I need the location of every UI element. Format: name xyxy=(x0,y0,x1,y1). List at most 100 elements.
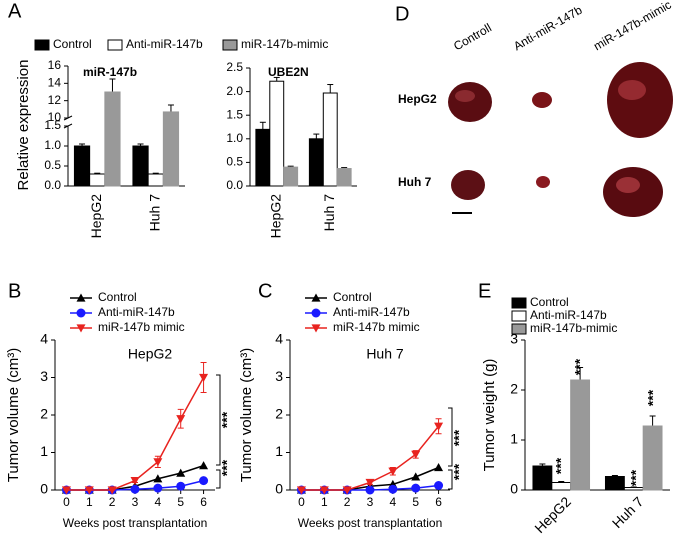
tumor xyxy=(536,176,550,188)
annotation: *** xyxy=(451,429,467,446)
bar xyxy=(89,173,106,187)
y-tick-label: 2 xyxy=(275,406,283,422)
tumor xyxy=(451,170,485,200)
bar xyxy=(162,111,180,187)
y-tick-label: 3 xyxy=(40,368,48,384)
tumor-highlight xyxy=(616,177,640,193)
annotation: *** xyxy=(219,411,235,428)
bar xyxy=(604,476,625,491)
bar xyxy=(73,145,91,187)
legend-label: miR-147b mimic xyxy=(333,320,420,334)
x-tick-label: 1 xyxy=(86,495,93,509)
x-tick-label: 4 xyxy=(155,495,162,509)
x-tick-label: Huh 7 xyxy=(146,194,162,232)
y-tick-label: 0 xyxy=(40,481,48,497)
marker xyxy=(342,486,352,495)
marker xyxy=(434,481,444,490)
marker xyxy=(365,485,375,495)
marker xyxy=(199,476,209,486)
y-tick-label: 1.5 xyxy=(226,107,243,121)
marker xyxy=(107,486,117,495)
bar xyxy=(269,80,285,187)
chart-title: miR-147b xyxy=(83,65,137,79)
legend-label: Anti-miR-147b xyxy=(98,305,175,319)
marker xyxy=(365,478,375,487)
x-tick-label: 0 xyxy=(298,495,305,509)
legend-swatch xyxy=(511,323,527,335)
legend-swatch xyxy=(107,39,123,51)
legend-label: Control xyxy=(333,290,372,304)
x-axis-title: Weeks post transplantation xyxy=(298,516,443,530)
y-tick-label: 3 xyxy=(510,331,518,347)
y-tick-label: 2 xyxy=(510,381,518,397)
y-tick-label: 1 xyxy=(275,443,283,459)
marker xyxy=(199,461,209,470)
marker xyxy=(76,308,86,318)
x-tick-label: 5 xyxy=(177,495,184,509)
tumor-photo: D Controll Anti-miR-147b miR-147b-mimic … xyxy=(395,0,674,217)
marker xyxy=(411,450,421,459)
annotation: *** xyxy=(451,463,467,480)
x-tick-label: 6 xyxy=(435,495,442,509)
y-tick-label: 0.0 xyxy=(44,178,61,192)
x-axis-title: Weeks post transplantation xyxy=(63,516,208,530)
bar xyxy=(308,138,324,187)
bar xyxy=(104,91,121,187)
y-axis-title: Tumor volume (cm³) xyxy=(5,348,22,482)
panel-letter: A xyxy=(8,0,22,22)
legend-label: miR-147b-mimic xyxy=(241,37,328,51)
y-tick-label: 0 xyxy=(510,481,518,497)
panel-letter: C xyxy=(258,280,272,302)
bar xyxy=(623,487,644,491)
marker xyxy=(388,484,398,494)
legend-label: Anti-miR-147b xyxy=(530,308,607,322)
y-tick-label: 12 xyxy=(48,93,62,107)
column-label: Anti-miR-147b xyxy=(511,3,585,54)
panel-letter: B xyxy=(8,280,21,302)
bar xyxy=(322,92,338,187)
y-tick-label: 1 xyxy=(40,443,48,459)
x-tick-label: 3 xyxy=(132,495,139,509)
y-tick-label: 0.0 xyxy=(226,178,243,192)
x-tick-label: 1 xyxy=(321,495,328,509)
y-tick-label: 2 xyxy=(40,406,48,422)
bar xyxy=(336,168,352,187)
x-tick-label: 0 xyxy=(63,495,70,509)
tumor-highlight xyxy=(455,90,475,102)
legend-label: Control xyxy=(53,37,92,51)
marker xyxy=(130,484,140,494)
y-tick-label: 0.5 xyxy=(44,158,61,172)
x-tick-label: 3 xyxy=(367,495,374,509)
marker xyxy=(76,324,86,333)
y-tick-label: 14 xyxy=(48,76,62,90)
marker xyxy=(388,467,398,476)
marker xyxy=(311,324,321,333)
tumor xyxy=(448,82,492,122)
marker xyxy=(130,477,140,486)
x-tick-label: 4 xyxy=(390,495,397,509)
marker xyxy=(176,481,186,491)
marker xyxy=(153,458,163,467)
marker xyxy=(176,415,186,424)
x-tick-label: Huh 7 xyxy=(609,493,647,531)
marker xyxy=(411,483,421,493)
legend-label: Anti-miR-147b xyxy=(333,305,410,319)
y-tick-label: 4 xyxy=(40,331,48,347)
tumor xyxy=(607,62,673,138)
marker xyxy=(434,422,444,431)
bar xyxy=(147,173,164,187)
marker xyxy=(311,293,321,302)
bar xyxy=(283,166,299,187)
x-tick-label: HepG2 xyxy=(531,493,574,536)
marker xyxy=(61,486,71,495)
legend-swatch xyxy=(222,39,238,51)
legend-label: miR-147b-mimic xyxy=(530,321,617,335)
x-tick-label: HepG2 xyxy=(267,194,283,239)
marker xyxy=(311,308,321,318)
marker xyxy=(153,474,163,483)
bar xyxy=(642,425,663,491)
y-tick-label: 0 xyxy=(275,481,283,497)
annotation: *** xyxy=(645,389,661,406)
y-tick-label: 4 xyxy=(275,331,283,347)
marker xyxy=(411,472,421,481)
